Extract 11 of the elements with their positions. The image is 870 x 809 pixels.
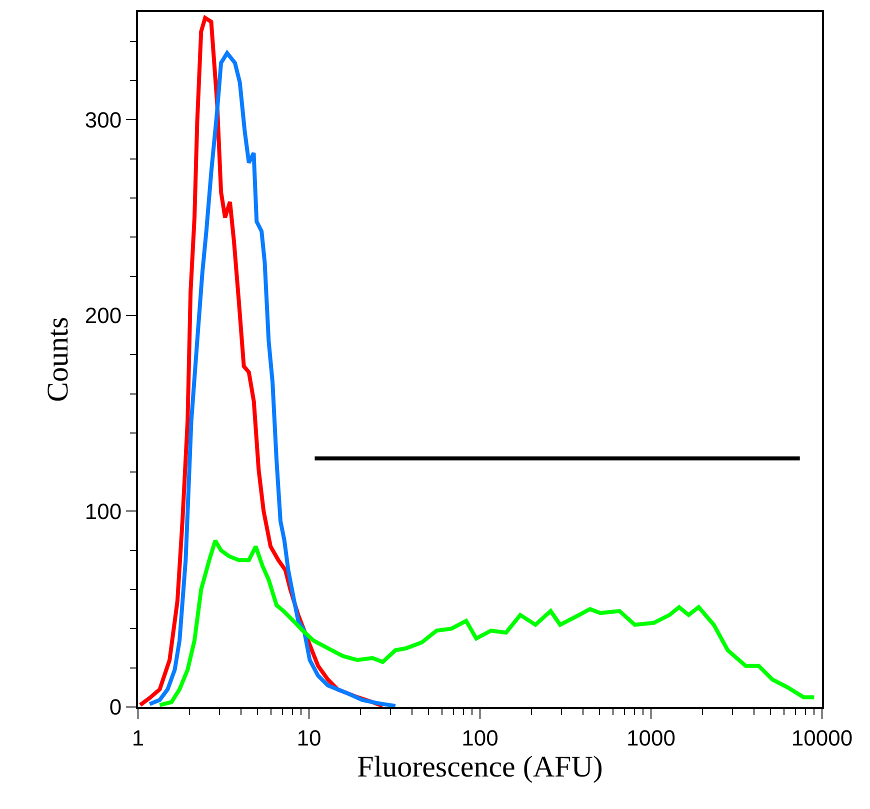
y-tick-label: 300 xyxy=(84,107,122,132)
y-axis-title: Counts xyxy=(41,316,74,402)
x-axis-title: Fluorescence (AFU) xyxy=(357,750,603,784)
y-tick-label: 200 xyxy=(84,303,122,328)
x-tick-label: 1 xyxy=(132,725,144,750)
x-tick-label: 1000 xyxy=(626,725,676,750)
x-tick-label: 10000 xyxy=(791,725,853,750)
x-tick-label: 100 xyxy=(462,725,498,750)
y-tick-label: 0 xyxy=(109,694,122,720)
y-tick-label: 100 xyxy=(84,498,122,524)
x-tick-label: 10 xyxy=(296,725,322,750)
